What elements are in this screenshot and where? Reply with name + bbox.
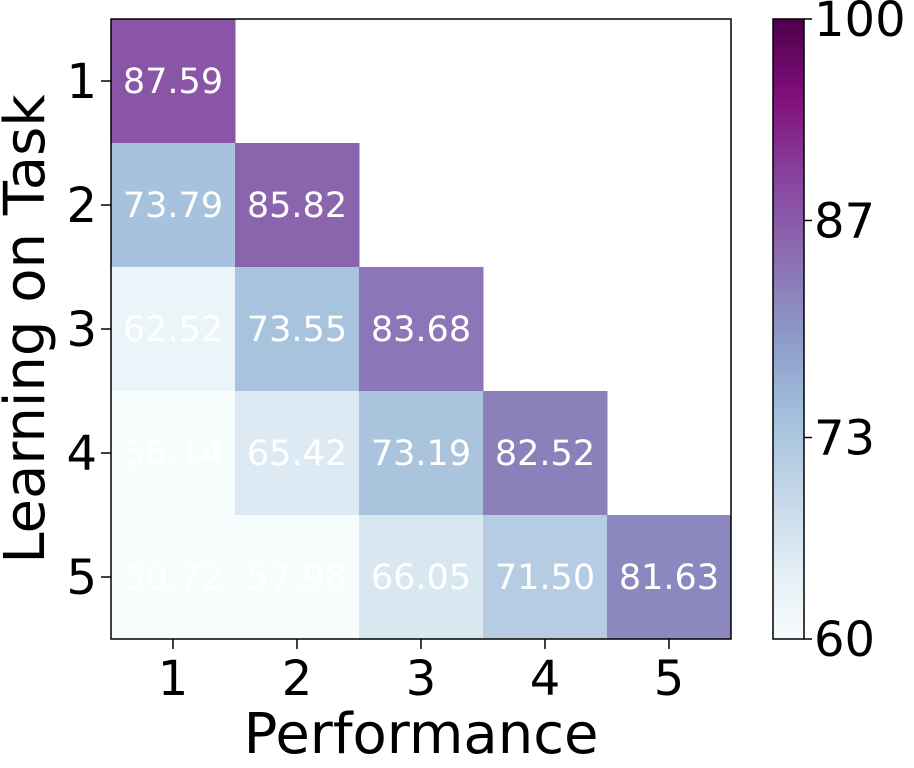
cell-value-label: 83.68 [371,310,471,350]
cell-value-label: 71.50 [495,558,595,598]
colorbar-tick-label: 73 [814,411,875,467]
heatmap-cell-r5-c4 [483,515,608,640]
cell-value-label: 85.82 [247,186,347,226]
x-tick-label: 1 [158,651,189,707]
heatmap-cell-r4-c1 [111,391,236,516]
cell-value-label: 65.42 [247,434,347,474]
cell-value-label: 82.52 [495,434,595,474]
colorbar [772,18,805,640]
x-tick-label: 2 [282,651,313,707]
colorbar-tick-label: 87 [814,194,875,250]
heatmap-cell-r5-c2 [235,515,360,640]
heatmap-cell-r5-c3 [359,515,484,640]
cell-value-label: 73.19 [371,434,471,474]
colorbar-tick-label: 100 [814,0,906,48]
cell-value-label: 56.14 [123,434,223,474]
heatmap-cell-r2-c1 [111,143,236,268]
cell-value-label: 62.52 [123,310,223,350]
heatmap-cell-r1-c1 [111,19,236,144]
x-tick-label: 4 [530,651,561,707]
y-axis-title: Learning on Task [0,94,58,564]
y-tick-label: 1 [66,54,97,110]
cell-value-label: 73.55 [247,310,347,350]
heatmap-cell-r5-c5 [607,515,732,640]
heatmap-cell-r5-c1 [111,515,236,640]
heatmap-cell-r2-c2 [235,143,360,268]
cell-value-label: 73.79 [123,186,223,226]
x-tick-label: 3 [406,651,437,707]
heatmap-cell-r4-c3 [359,391,484,516]
heatmap-cell-r4-c2 [235,391,360,516]
y-tick-label: 5 [66,550,97,606]
colorbar-tick-label: 60 [814,612,875,668]
y-tick-label: 3 [66,302,97,358]
y-tick-label: 4 [66,426,97,482]
heatmap-cell-r4-c4 [483,391,608,516]
heatmap-cells: 87.59 73.79 85.82 62.52 73.55 83.68 56.14 65.42… [111,19,732,640]
heatmap-cell-r3-c1 [111,267,236,392]
x-tick-label: 5 [654,651,685,707]
heatmap-cell-r3-c3 [359,267,484,392]
cell-value-label: 57.98 [247,558,347,598]
heatmap-cell-r3-c2 [235,267,360,392]
x-axis-title: Performance [244,702,599,767]
cell-value-label: 81.63 [619,558,719,598]
colorbar-ticks: 60 73 87 100 [804,0,906,668]
cell-value-label: 50.72 [123,558,223,598]
cell-value-label: 87.59 [123,62,223,102]
y-axis-ticks: 1 2 3 4 5 [66,54,111,606]
cell-value-label: 66.05 [371,558,471,598]
x-axis-ticks: 1 2 3 4 5 [158,639,685,707]
y-tick-label: 2 [66,178,97,234]
